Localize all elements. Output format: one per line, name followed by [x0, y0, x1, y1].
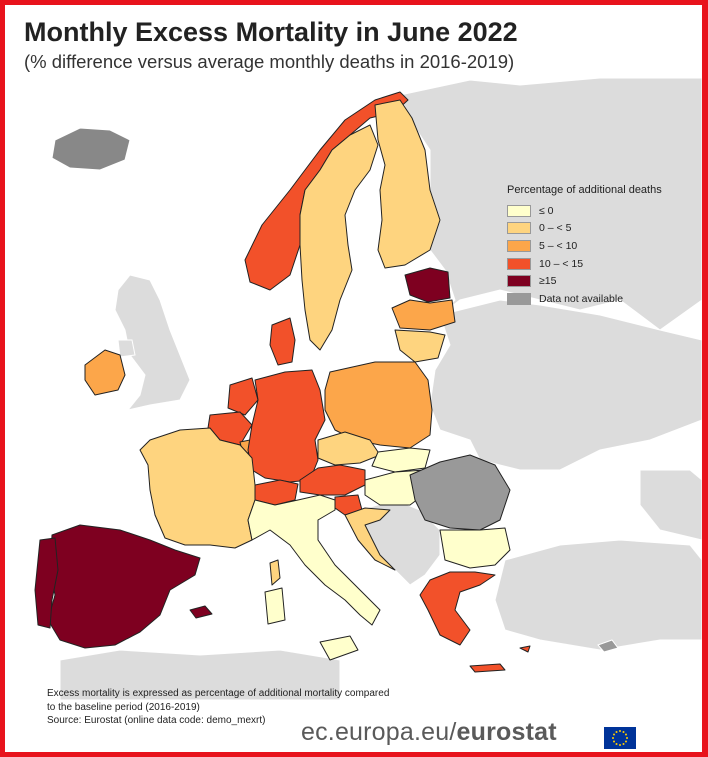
country-norway: [244, 91, 409, 291]
page-subtitle: (% difference versus average monthly dea…: [24, 51, 515, 72]
legend-item: 5 – < 10: [507, 237, 697, 255]
legend-swatch: [507, 257, 531, 270]
legend-swatch: [507, 275, 531, 288]
brand-prefix: ec.europa.eu/: [301, 718, 457, 746]
legend-swatch: [507, 239, 531, 252]
page-title: Monthly Excess Mortality in June 2022: [24, 17, 518, 47]
legend-label: 0 – < 5: [539, 222, 572, 235]
country-croatia: [344, 507, 396, 571]
footnote-line: Excess mortality is expressed as percent…: [47, 688, 390, 699]
legend-item: ≤ 0: [507, 202, 697, 220]
legend-item: ≥15: [507, 272, 697, 290]
country-italy-sardinia: [264, 587, 286, 625]
legend-label: 5 – < 10: [539, 239, 578, 252]
non-eu-land: [51, 77, 702, 701]
country-cyprus: [519, 645, 531, 653]
country-spain-balearics: [189, 605, 213, 619]
country-lithuania: [394, 329, 446, 363]
country-ireland: [84, 349, 126, 396]
legend-item: Data not available: [507, 290, 697, 308]
legend-label: Data not available: [539, 292, 624, 305]
country-finland: [374, 99, 441, 269]
country-estonia: [404, 267, 451, 303]
country-italy-sicily: [319, 635, 359, 661]
country-denmark: [269, 317, 296, 366]
country-germany: [247, 369, 326, 483]
legend-title: Percentage of additional deaths: [507, 184, 662, 196]
legend: Percentage of additional deaths ≤ 0 0 – …: [507, 184, 697, 308]
source-text: Source: Eurostat (online data code: demo…: [47, 715, 266, 726]
country-bulgaria: [439, 527, 511, 569]
legend-label: ≥15: [539, 275, 557, 288]
legend-label: 10 – < 15: [539, 257, 584, 270]
footnote: Excess mortality is expressed as percent…: [47, 687, 389, 728]
country-greece-crete: [469, 663, 506, 673]
country-romania: [409, 454, 511, 531]
country-netherlands: [227, 377, 259, 416]
country-slovakia: [371, 447, 431, 473]
country-latvia: [391, 299, 456, 331]
eu-flag-icon: [604, 727, 636, 749]
legend-swatch: [507, 204, 531, 217]
legend-item: 10 – < 15: [507, 255, 697, 273]
europe-map: [5, 5, 702, 752]
legend-swatch: [507, 292, 531, 305]
country-sweden: [299, 124, 379, 351]
map-figure: Monthly Excess Mortality in June 2022 (%…: [5, 5, 702, 752]
eurostat-brand: ec.europa.eu/eurostat: [301, 718, 557, 747]
country-italy: [247, 494, 381, 626]
footnote-line: to the baseline period (2016-2019): [47, 701, 200, 713]
country-czechia: [317, 431, 381, 466]
country-france-corsica: [269, 559, 281, 586]
brand-name: eurostat: [456, 718, 557, 746]
country-greece: [419, 571, 496, 646]
country-portugal: [34, 537, 59, 629]
legend-swatch: [507, 222, 531, 235]
legend-label: ≤ 0: [539, 204, 554, 217]
legend-item: 0 – < 5: [507, 220, 697, 238]
